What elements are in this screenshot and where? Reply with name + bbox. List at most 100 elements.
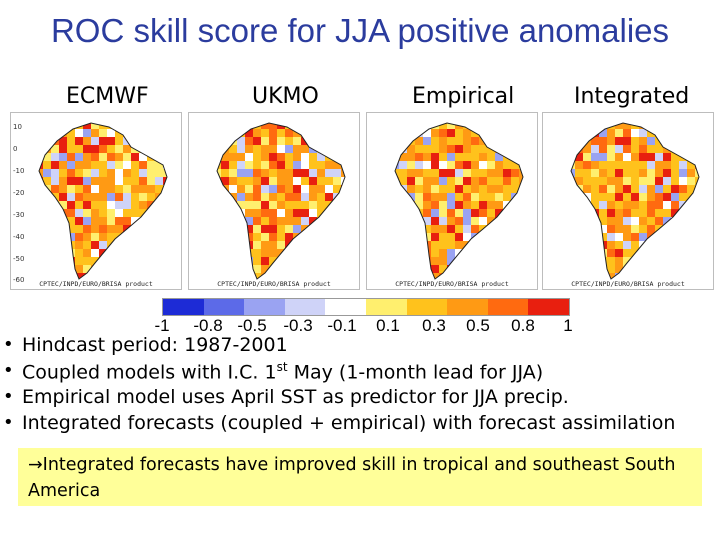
skill-cell [221, 153, 229, 161]
skill-cell [607, 185, 615, 193]
skill-cell [155, 185, 163, 193]
skill-cell [471, 249, 479, 257]
skill-cell [687, 145, 695, 153]
skill-cell [679, 225, 687, 233]
skill-cell [147, 177, 155, 185]
skill-cell [229, 201, 237, 209]
skill-cell [131, 161, 139, 169]
skill-cell [679, 169, 687, 177]
skill-cell [115, 257, 123, 265]
skill-cell [115, 169, 123, 177]
skill-cell [471, 145, 479, 153]
skill-cell [99, 217, 107, 225]
skill-cell [631, 161, 639, 169]
skill-cell [679, 233, 687, 241]
skill-cell [83, 265, 91, 273]
colorbar-swatch [365, 299, 407, 315]
skill-cell [341, 201, 345, 209]
skill-cell [487, 193, 495, 201]
skill-cell [407, 177, 415, 185]
skill-cell [217, 217, 221, 225]
skill-cell [583, 233, 591, 241]
skill-cell [495, 257, 503, 265]
skill-cell [607, 193, 615, 201]
skill-cell [229, 257, 237, 265]
skill-cell [687, 129, 695, 137]
skill-cell [237, 225, 245, 233]
skill-cell [325, 137, 333, 145]
skill-cell [623, 185, 631, 193]
skill-cell [221, 137, 229, 145]
skill-cell [455, 257, 463, 265]
skill-cell [415, 123, 423, 129]
skill-cell [43, 265, 51, 273]
skill-cell [639, 249, 647, 257]
lat-tick: -30 [13, 211, 25, 219]
skill-cell [325, 193, 333, 201]
skill-cell [599, 265, 607, 273]
skill-cell [395, 201, 399, 209]
skill-cell [591, 217, 599, 225]
skill-cell [293, 265, 301, 273]
skill-cell [575, 177, 583, 185]
skill-cell [131, 129, 139, 137]
bullet-dot: • [3, 360, 14, 381]
skill-cell [399, 257, 407, 265]
skill-cell [155, 137, 163, 145]
skill-cell [217, 249, 221, 257]
skill-cell [447, 161, 455, 169]
skill-cell [261, 209, 269, 217]
skill-cell [293, 241, 301, 249]
skill-cell [325, 249, 333, 257]
skill-cell [599, 193, 607, 201]
skill-cell [607, 209, 615, 217]
skill-cell [395, 185, 399, 193]
skill-cell [333, 177, 341, 185]
skill-cell [285, 145, 293, 153]
skill-cell [631, 225, 639, 233]
skill-cell [253, 273, 261, 279]
skill-cell [639, 177, 647, 185]
skill-cell [253, 265, 261, 273]
skill-cell [447, 177, 455, 185]
skill-cell [591, 153, 599, 161]
skill-cell [687, 177, 695, 185]
skill-cell [43, 153, 51, 161]
skill-cell [423, 129, 431, 137]
skill-cell [399, 233, 407, 241]
skill-cell [261, 241, 269, 249]
skill-cell [599, 201, 607, 209]
skill-cell [217, 169, 221, 177]
skill-cell [217, 209, 221, 217]
skill-cell [511, 249, 519, 257]
skill-cell [431, 169, 439, 177]
skill-cell [229, 185, 237, 193]
skill-cell [431, 225, 439, 233]
skill-cell [237, 137, 245, 145]
skill-cell [75, 129, 83, 137]
skill-cell [333, 209, 341, 217]
skill-cell [679, 217, 687, 225]
skill-cell [679, 129, 687, 137]
skill-cell [51, 249, 59, 257]
skill-cell [261, 145, 269, 153]
skill-cell [99, 161, 107, 169]
skill-cell [615, 217, 623, 225]
skill-cell [423, 137, 431, 145]
skill-cell [59, 233, 67, 241]
skill-cell [647, 161, 655, 169]
skill-cell [333, 217, 341, 225]
lat-tick: 0 [13, 145, 18, 153]
skill-cell [615, 123, 623, 129]
skill-cell [277, 193, 285, 201]
skill-cell [217, 257, 221, 265]
skill-cell [687, 257, 695, 265]
skill-cell [639, 137, 647, 145]
skill-cell [511, 137, 519, 145]
skill-cell [39, 129, 43, 137]
skill-cell [123, 161, 131, 169]
skill-cell [75, 169, 83, 177]
skill-cell [663, 233, 671, 241]
skill-cell [253, 137, 261, 145]
skill-cell [503, 241, 511, 249]
